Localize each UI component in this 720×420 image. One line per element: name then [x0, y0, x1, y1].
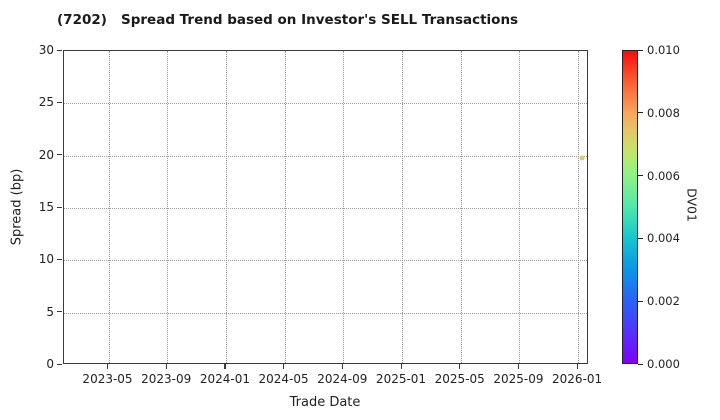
x-gridline: [108, 51, 110, 363]
y-tick-mark: [57, 49, 62, 51]
y-gridline: [64, 155, 587, 157]
x-tick-label: 2024-09: [317, 372, 368, 386]
x-tick-label: 2026-01: [552, 372, 603, 386]
colorbar-label: DV01: [684, 188, 700, 222]
y-tick-label: 5: [46, 304, 54, 319]
x-gridline: [225, 51, 227, 363]
colorbar-tick-label: 0.010: [647, 43, 680, 57]
x-tick-mark: [107, 364, 109, 369]
colorbar-tick-label: 0.002: [647, 294, 680, 309]
x-tick-label: 2025-05: [434, 372, 485, 386]
y-tick-mark: [57, 154, 62, 156]
x-gridline: [460, 51, 462, 363]
x-tick-label: 2024-05: [258, 372, 309, 386]
colorbar-tick-label: 0.004: [647, 231, 680, 246]
x-tick-mark: [400, 364, 402, 369]
x-tick-label: 2023-05: [82, 372, 133, 386]
x-tick-mark: [517, 364, 520, 369]
x-gridline: [519, 51, 521, 363]
colorbar-tick-mark: [638, 237, 643, 240]
x-tick-mark: [459, 364, 461, 369]
colorbar-tick-mark: [638, 175, 643, 177]
y-gridline: [64, 260, 587, 262]
colorbar-tick-mark: [638, 363, 643, 365]
y-tick-label: 30: [38, 43, 54, 57]
x-gridline: [578, 51, 580, 363]
y-tick-label: 20: [38, 147, 54, 162]
x-gridline: [402, 51, 403, 363]
y-tick-mark: [57, 101, 62, 104]
x-tick-mark: [576, 364, 578, 369]
data-point: [579, 155, 585, 161]
y-tick-label: 0: [46, 357, 54, 371]
colorbar-tick-label: 0.006: [647, 168, 680, 183]
colorbar-tick-mark: [638, 112, 643, 114]
y-tick-label: 15: [38, 200, 54, 214]
y-tick-mark: [57, 363, 62, 365]
x-gridline: [167, 51, 169, 363]
y-tick-mark: [57, 311, 62, 313]
x-tick-mark: [165, 364, 167, 369]
y-tick-mark: [57, 258, 62, 261]
colorbar-tick-label: 0.000: [647, 357, 680, 371]
x-tick-label: 2025-09: [493, 372, 544, 386]
x-gridline: [343, 51, 345, 363]
x-tick-mark: [341, 364, 343, 369]
plot-area: [63, 50, 588, 364]
y-gridline: [64, 103, 587, 105]
chart-title: (7202) Spread Trend based on Investor's …: [57, 12, 519, 28]
y-tick-mark: [57, 206, 62, 208]
x-gridline: [284, 51, 286, 363]
x-tick-mark: [224, 364, 226, 369]
y-tick-label: 25: [38, 95, 54, 110]
x-axis-label: Trade Date: [289, 395, 361, 410]
x-tick-mark: [283, 364, 285, 369]
colorbar-tick-mark: [638, 300, 643, 302]
x-tick-label: 2025-01: [375, 372, 427, 386]
colorbar-gradient: [622, 50, 638, 364]
colorbar-tick-mark: [638, 49, 643, 51]
x-tick-label: 2024-01: [199, 372, 250, 386]
colorbar-tick-label: 0.008: [647, 105, 680, 120]
x-tick-label: 2023-09: [141, 372, 192, 386]
y-gridline: [64, 208, 587, 209]
y-tick-label: 10: [38, 252, 54, 267]
y-gridline: [64, 312, 587, 314]
